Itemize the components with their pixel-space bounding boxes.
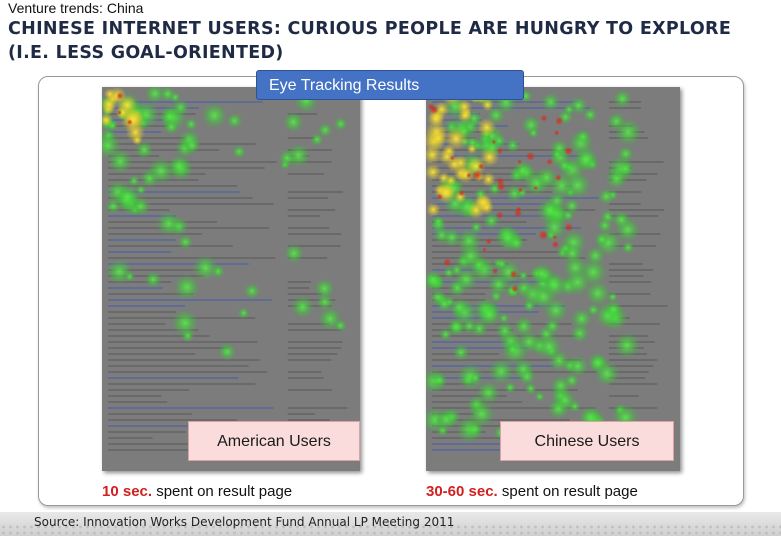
- label-chinese-users: Chinese Users: [500, 421, 674, 461]
- caption-chinese-suffix: spent on result page: [497, 483, 638, 500]
- caption-chinese: 30-60 sec. spent on result page: [426, 483, 638, 500]
- source-note: Source: Innovation Works Development Fun…: [34, 515, 455, 529]
- heatmap-chinese: [426, 87, 680, 471]
- heatmap-chinese-svg: [426, 87, 668, 451]
- heatmap-american-svg: [102, 87, 348, 451]
- slide-title: CHINESE INTERNET USERS: CURIOUS PEOPLE A…: [8, 19, 732, 63]
- slide-kicker: Venture trends: China: [8, 0, 144, 16]
- time-american: 10 sec.: [102, 483, 153, 500]
- heat-blobs: [426, 87, 643, 448]
- time-chinese: 30-60 sec.: [426, 483, 498, 500]
- caption-american-suffix: spent on result page: [152, 483, 293, 500]
- section-tag: Eye Tracking Results: [256, 70, 524, 100]
- footer-pattern: [0, 524, 781, 536]
- caption-american: 10 sec. spent on result page: [102, 483, 292, 500]
- heat-blobs: [102, 87, 348, 362]
- label-american-users: American Users: [188, 421, 360, 461]
- heatmap-american: [102, 87, 360, 471]
